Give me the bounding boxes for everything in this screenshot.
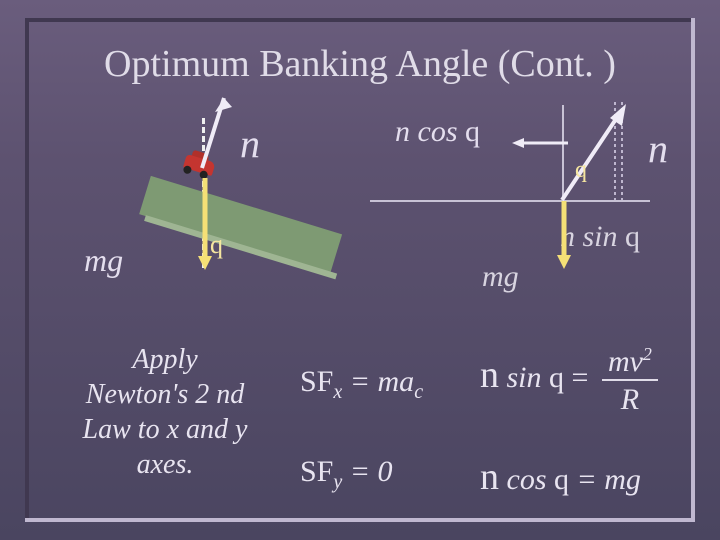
nsin-theta: q: [625, 220, 640, 253]
apply-l4: axes.: [50, 447, 280, 482]
ncos-theta: q: [465, 115, 480, 148]
eq4-n: n: [480, 456, 499, 498]
border-right: [691, 18, 695, 522]
banked-road-diagram: n mg q: [85, 110, 315, 270]
apply-l2: Newton's 2 nd: [50, 377, 280, 412]
slide-title: Optimum Banking Angle (Cont. ): [0, 42, 720, 86]
eq3-n: n: [480, 354, 499, 396]
border-top: [25, 18, 695, 22]
ncos-label: n cos q: [395, 115, 480, 149]
apply-l3: Law to x and y: [50, 412, 280, 447]
mg-arrow: [556, 201, 572, 271]
eq0: = 0: [342, 455, 392, 488]
eq4-mg: = mg: [569, 463, 641, 496]
n-label: n: [240, 120, 260, 167]
eq3-sin: sin: [499, 361, 549, 394]
theta-angle: q: [575, 157, 587, 184]
sfx: SF: [300, 365, 333, 398]
eq4-th: q: [554, 463, 569, 496]
eq-sum-fy: SFy = 0: [300, 455, 393, 494]
n-arrow: [562, 100, 642, 205]
sub-y: y: [333, 471, 342, 493]
sub-c: c: [414, 381, 423, 403]
border-bottom: [25, 518, 695, 522]
apply-newton-text: Apply Newton's 2 nd Law to x and y axes.: [50, 342, 280, 482]
normal-force-arrow: [182, 90, 242, 170]
fraction: mv2 R: [602, 345, 658, 415]
theta-label: q: [210, 230, 223, 260]
eq4-cos: cos: [499, 463, 554, 496]
eq-ma: = ma: [342, 365, 414, 398]
eq-ncostheta: n cos q = mg: [480, 455, 641, 499]
border-left: [25, 18, 29, 522]
eq-sum-fx: SFx = mac: [300, 365, 423, 404]
sq: 2: [643, 344, 652, 364]
apply-l1: Apply: [50, 342, 280, 377]
free-body-diagram: n cos q n q n sin q mg: [370, 105, 680, 295]
R: R: [602, 381, 658, 415]
nsin-label: n sin q: [560, 220, 640, 254]
eq3-theq: q =: [549, 361, 596, 394]
n-right-label: n: [648, 125, 668, 172]
mv: mv: [608, 345, 643, 378]
mg-label: mg: [84, 242, 123, 279]
mg-right-label: mg: [482, 260, 519, 294]
ncos-text: n cos: [395, 115, 458, 148]
sub-x: x: [333, 381, 342, 403]
eq-nsintheta: n sin q = mv2 R: [480, 345, 658, 415]
ncos-arrow: [510, 135, 570, 155]
sfy: SF: [300, 455, 333, 488]
